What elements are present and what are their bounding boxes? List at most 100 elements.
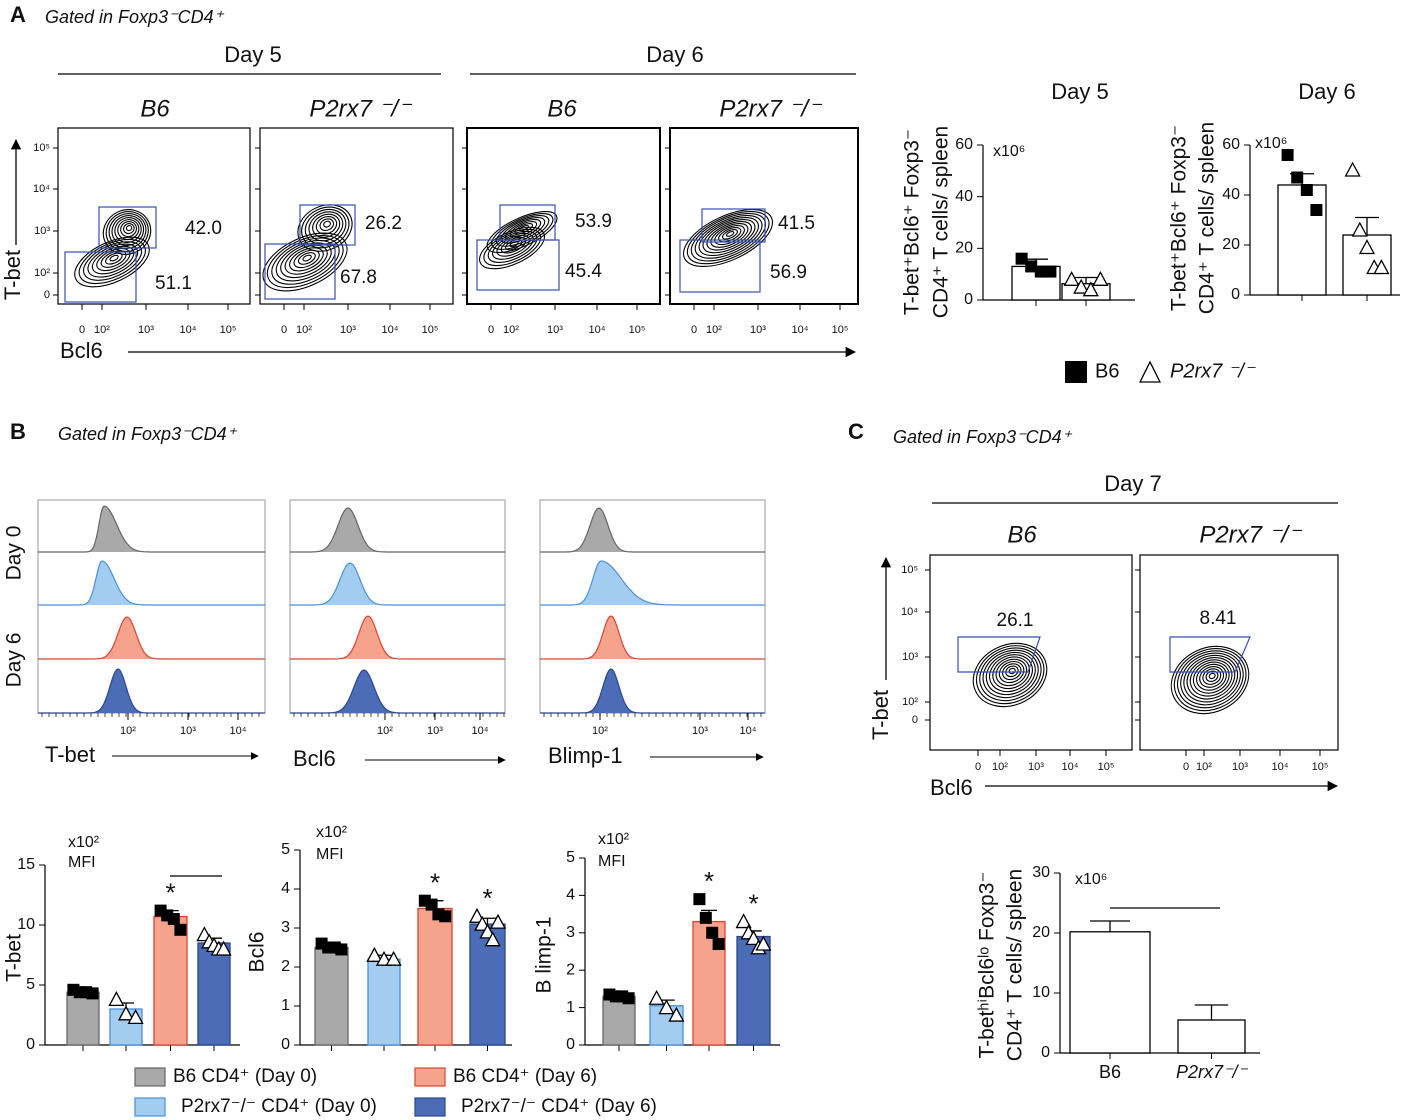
- data-point: [1073, 278, 1090, 294]
- contour: [479, 226, 545, 270]
- x-tick-label: 10²: [592, 725, 608, 737]
- contour: [100, 250, 127, 268]
- bar: [1177, 1019, 1246, 1054]
- legend-label: B6 CD4⁺ (Day 6): [453, 1066, 597, 1087]
- axis-multiplier: x10⁶: [993, 143, 1025, 160]
- data-point: [1082, 281, 1099, 297]
- data-point: [668, 1006, 685, 1022]
- x-tick-label: 10²: [296, 324, 312, 336]
- bar: [1069, 931, 1151, 1054]
- data-point: [167, 913, 180, 925]
- data-point: [1015, 252, 1028, 265]
- day-label: Day 6: [646, 42, 703, 67]
- axis-multiplier: x10⁶: [1075, 871, 1107, 888]
- data-point: [1300, 184, 1313, 196]
- x-axis-label: Bcl6: [60, 338, 103, 363]
- y-tick-label: 2: [566, 961, 575, 978]
- strain-label: P2rx7 ⁻/⁻: [309, 95, 413, 122]
- data-point: [712, 938, 725, 951]
- contour: [976, 645, 1045, 705]
- y-axis-label: CD4⁺ T cells/ spleen: [1004, 869, 1027, 1061]
- y-tick-label: 10⁵: [33, 142, 50, 154]
- significance-star: *: [165, 877, 175, 907]
- y-tick-label: 10²: [902, 696, 918, 708]
- y-axis-label: T-bet: [0, 250, 25, 300]
- contour: [289, 247, 324, 272]
- contour: [275, 239, 336, 282]
- gate-percent: 51.1: [155, 273, 192, 294]
- y-axis-label: T-bet: [3, 934, 26, 982]
- gate: [98, 206, 157, 249]
- y-tick-label: 60: [1222, 136, 1240, 153]
- strain-label: P2rx7 ⁻/⁻: [719, 95, 823, 122]
- data-point: [215, 940, 232, 956]
- axis-unit: MFI: [68, 854, 96, 871]
- histogram: [540, 668, 765, 714]
- y-tick-label: 10⁵: [901, 564, 918, 576]
- contour: [972, 642, 1048, 708]
- contour: [105, 211, 149, 252]
- legend-marker: [1138, 360, 1162, 383]
- x-axis-label: Bcl6: [293, 746, 336, 771]
- contour: [91, 245, 135, 275]
- contour: [109, 254, 119, 262]
- data-point: [755, 935, 772, 951]
- legend-label: P2rx7⁻/⁻ CD4⁺ (Day 6): [461, 1096, 657, 1117]
- contour: [105, 252, 123, 265]
- contour: [312, 213, 341, 238]
- significance-star: *: [748, 888, 758, 918]
- y-tick-label: 1: [281, 997, 290, 1014]
- legend-swatch: [414, 1067, 446, 1087]
- row-label: Day 6: [3, 633, 26, 688]
- contour: [710, 223, 749, 248]
- contour: [319, 218, 335, 232]
- error-bar: [1074, 276, 1098, 284]
- gate: [679, 239, 761, 293]
- gate-percent: 45.4: [565, 261, 602, 282]
- day-label: Day 7: [1104, 471, 1161, 496]
- axis-unit: MFI: [316, 846, 344, 863]
- x-tick-label: 10⁴: [382, 324, 399, 336]
- contour: [125, 225, 133, 232]
- histogram-frame: [289, 499, 506, 714]
- y-tick-label: 5: [26, 976, 35, 993]
- y-tick-label: 10³: [34, 225, 50, 237]
- x-tick-label: P2rx7⁻/⁻: [1176, 1062, 1249, 1082]
- flow-plot-frame: [57, 127, 251, 305]
- significance-star: *: [430, 868, 440, 898]
- x-tick-label: 10²: [1196, 761, 1212, 773]
- day-label: Day 5: [224, 42, 281, 67]
- flow-plot-frame: [929, 554, 1133, 751]
- data-point: [117, 1005, 135, 1021]
- contour: [302, 254, 312, 262]
- axis-multiplier: x10²: [68, 834, 100, 851]
- data-point: [1034, 265, 1047, 278]
- contour: [1196, 663, 1227, 691]
- chart-title: Day 6: [1298, 79, 1355, 104]
- strain-label: P2rx7 ⁻/⁻: [1199, 521, 1303, 548]
- contour: [78, 238, 146, 285]
- x-tick-label: 10⁵: [832, 324, 849, 336]
- contour: [1183, 654, 1239, 703]
- data-point: [1044, 265, 1057, 278]
- y-tick-label: 30: [1032, 864, 1050, 881]
- x-tick-label: 10³: [692, 725, 708, 737]
- contour: [706, 221, 752, 251]
- x-tick-label: B6: [1099, 1062, 1121, 1082]
- contour: [111, 215, 145, 246]
- contour: [998, 660, 1025, 684]
- y-tick-label: 10³: [902, 651, 918, 663]
- chart-title: Day 5: [1051, 79, 1108, 104]
- x-tick-label: 10³: [547, 324, 563, 336]
- data-point: [1092, 270, 1109, 286]
- x-tick-label: 10⁴: [230, 725, 247, 737]
- gate-title: Gated in Foxp3⁻CD4⁺: [893, 427, 1073, 447]
- gate: [299, 204, 356, 246]
- contour: [114, 217, 142, 244]
- contour: [992, 656, 1031, 690]
- legend-label: B6: [1095, 360, 1119, 382]
- histogram: [540, 507, 765, 553]
- histogram: [290, 562, 505, 606]
- contour: [323, 220, 331, 228]
- x-tick-label: 10⁴: [740, 725, 757, 737]
